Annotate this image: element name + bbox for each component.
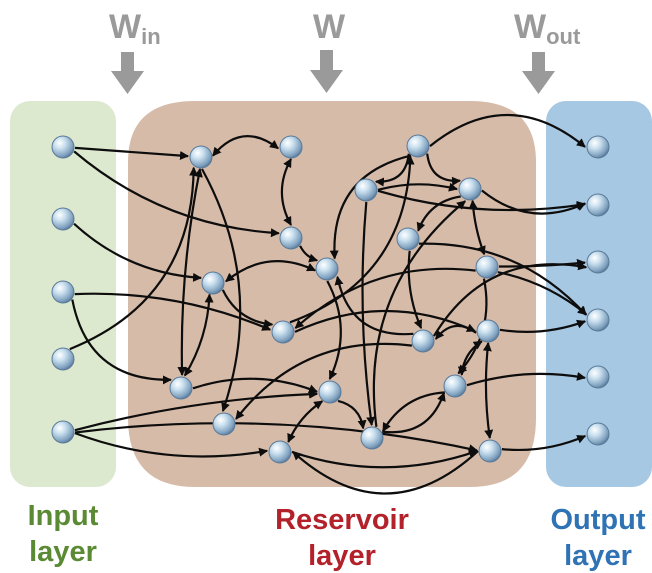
edge-p-to-s xyxy=(337,399,367,430)
input-node-i2 xyxy=(51,207,75,231)
output-node-o6 xyxy=(586,422,610,446)
w-in-label: Win xyxy=(109,8,161,49)
output-layer-panel xyxy=(546,101,652,487)
output-node-o3 xyxy=(586,250,610,274)
edge-i1-to-g xyxy=(73,150,280,238)
edge-s-to-q xyxy=(382,391,446,434)
edge-e-to-f xyxy=(416,195,461,232)
connection-edges xyxy=(69,113,588,495)
reservoir-node-r xyxy=(212,412,236,436)
edge-i3-to-l xyxy=(74,292,272,331)
edge-c-to-e xyxy=(426,153,461,186)
edge-n-to-o4 xyxy=(499,319,587,333)
edge-f-to-m xyxy=(407,250,423,330)
edge-l-to-n xyxy=(294,309,476,333)
edge-g-to-h xyxy=(299,245,319,263)
edge-h-to-k xyxy=(225,260,317,283)
reservoir-node-b xyxy=(279,135,303,159)
w-label: W xyxy=(313,8,346,46)
edge-o-to-p xyxy=(192,377,318,393)
reservoir-node-p xyxy=(318,380,342,404)
reservoir-node-a xyxy=(189,145,213,169)
edge-s-to-e xyxy=(372,200,466,427)
edge-m-to-o3 xyxy=(432,261,588,337)
edge-d-to-s xyxy=(361,201,376,426)
reservoir-node-h xyxy=(315,257,339,281)
edge-u-to-t xyxy=(292,450,479,495)
edge-k-to-o xyxy=(183,293,214,377)
reservoir-node-l xyxy=(271,320,295,344)
output-layer-label-line1: Output xyxy=(550,504,645,536)
edge-f-to-o4 xyxy=(418,242,587,316)
edge-q-to-o5 xyxy=(466,371,586,387)
edge-n-to-q xyxy=(457,340,483,376)
edge-k-to-l xyxy=(221,289,274,329)
w-out-label: Wout xyxy=(514,8,581,49)
reservoir-node-g xyxy=(279,226,303,250)
edge-e-to-o2 xyxy=(481,189,587,215)
edge-d-to-o2 xyxy=(377,189,586,212)
input-node-i5 xyxy=(51,420,75,444)
edge-l-to-c xyxy=(289,155,415,324)
edge-d-to-e xyxy=(377,182,458,192)
edge-u-to-o6 xyxy=(501,434,587,452)
w-in-down-arrow-icon xyxy=(111,52,144,94)
reservoir-node-k xyxy=(201,271,225,295)
input-layer-label-line1: Input xyxy=(28,500,99,532)
output-layer-label-line2: layer xyxy=(564,540,632,572)
edge-a-to-o xyxy=(177,168,203,376)
input-node-i1 xyxy=(51,135,75,159)
edge-i3-to-o xyxy=(71,299,172,385)
edge-t-to-u xyxy=(291,449,478,469)
reservoir-node-s xyxy=(360,426,384,450)
reservoir-node-f xyxy=(396,227,420,251)
reservoir-node-t xyxy=(268,440,292,464)
w-out-down-arrow-icon xyxy=(522,52,555,94)
reservoir-node-c xyxy=(406,134,430,158)
reservoir-node-o xyxy=(169,376,193,400)
edge-m-to-h xyxy=(334,275,414,336)
input-layer-label-line2: layer xyxy=(29,536,97,568)
reservoir-node-u xyxy=(478,439,502,463)
output-node-o4 xyxy=(586,308,610,332)
edge-m-to-r xyxy=(235,342,413,420)
w-down-arrow-icon xyxy=(310,50,343,93)
edge-i5-to-p xyxy=(74,389,319,432)
edge-a-to-b xyxy=(212,135,279,157)
input-node-i4 xyxy=(51,347,75,371)
edge-h-to-p xyxy=(326,280,342,380)
edge-p-to-t xyxy=(287,400,324,443)
edge-i1-to-a xyxy=(74,146,189,161)
network-nodes xyxy=(51,134,610,464)
reservoir-layer-label-line1: Reservoir xyxy=(275,504,409,536)
output-node-o2 xyxy=(586,193,610,217)
input-node-i3 xyxy=(51,280,75,304)
reservoir-layer-label-line2: layer xyxy=(308,540,376,572)
edge-c-to-h xyxy=(329,154,412,260)
reservoir-node-d xyxy=(354,178,378,202)
edge-i5-to-t xyxy=(74,432,269,458)
reservoir-node-e xyxy=(458,177,482,201)
edge-c-to-o1 xyxy=(429,113,586,148)
reservoir-node-m xyxy=(411,329,435,353)
reservoir-node-j xyxy=(475,255,499,279)
output-node-o1 xyxy=(586,135,610,159)
reservoir-node-q xyxy=(443,374,467,398)
edge-n-to-u xyxy=(482,342,494,439)
output-node-o5 xyxy=(586,365,610,389)
reservoir-node-n xyxy=(476,319,500,343)
edge-b-to-g xyxy=(280,158,292,226)
edge-i5-to-u xyxy=(74,422,478,454)
